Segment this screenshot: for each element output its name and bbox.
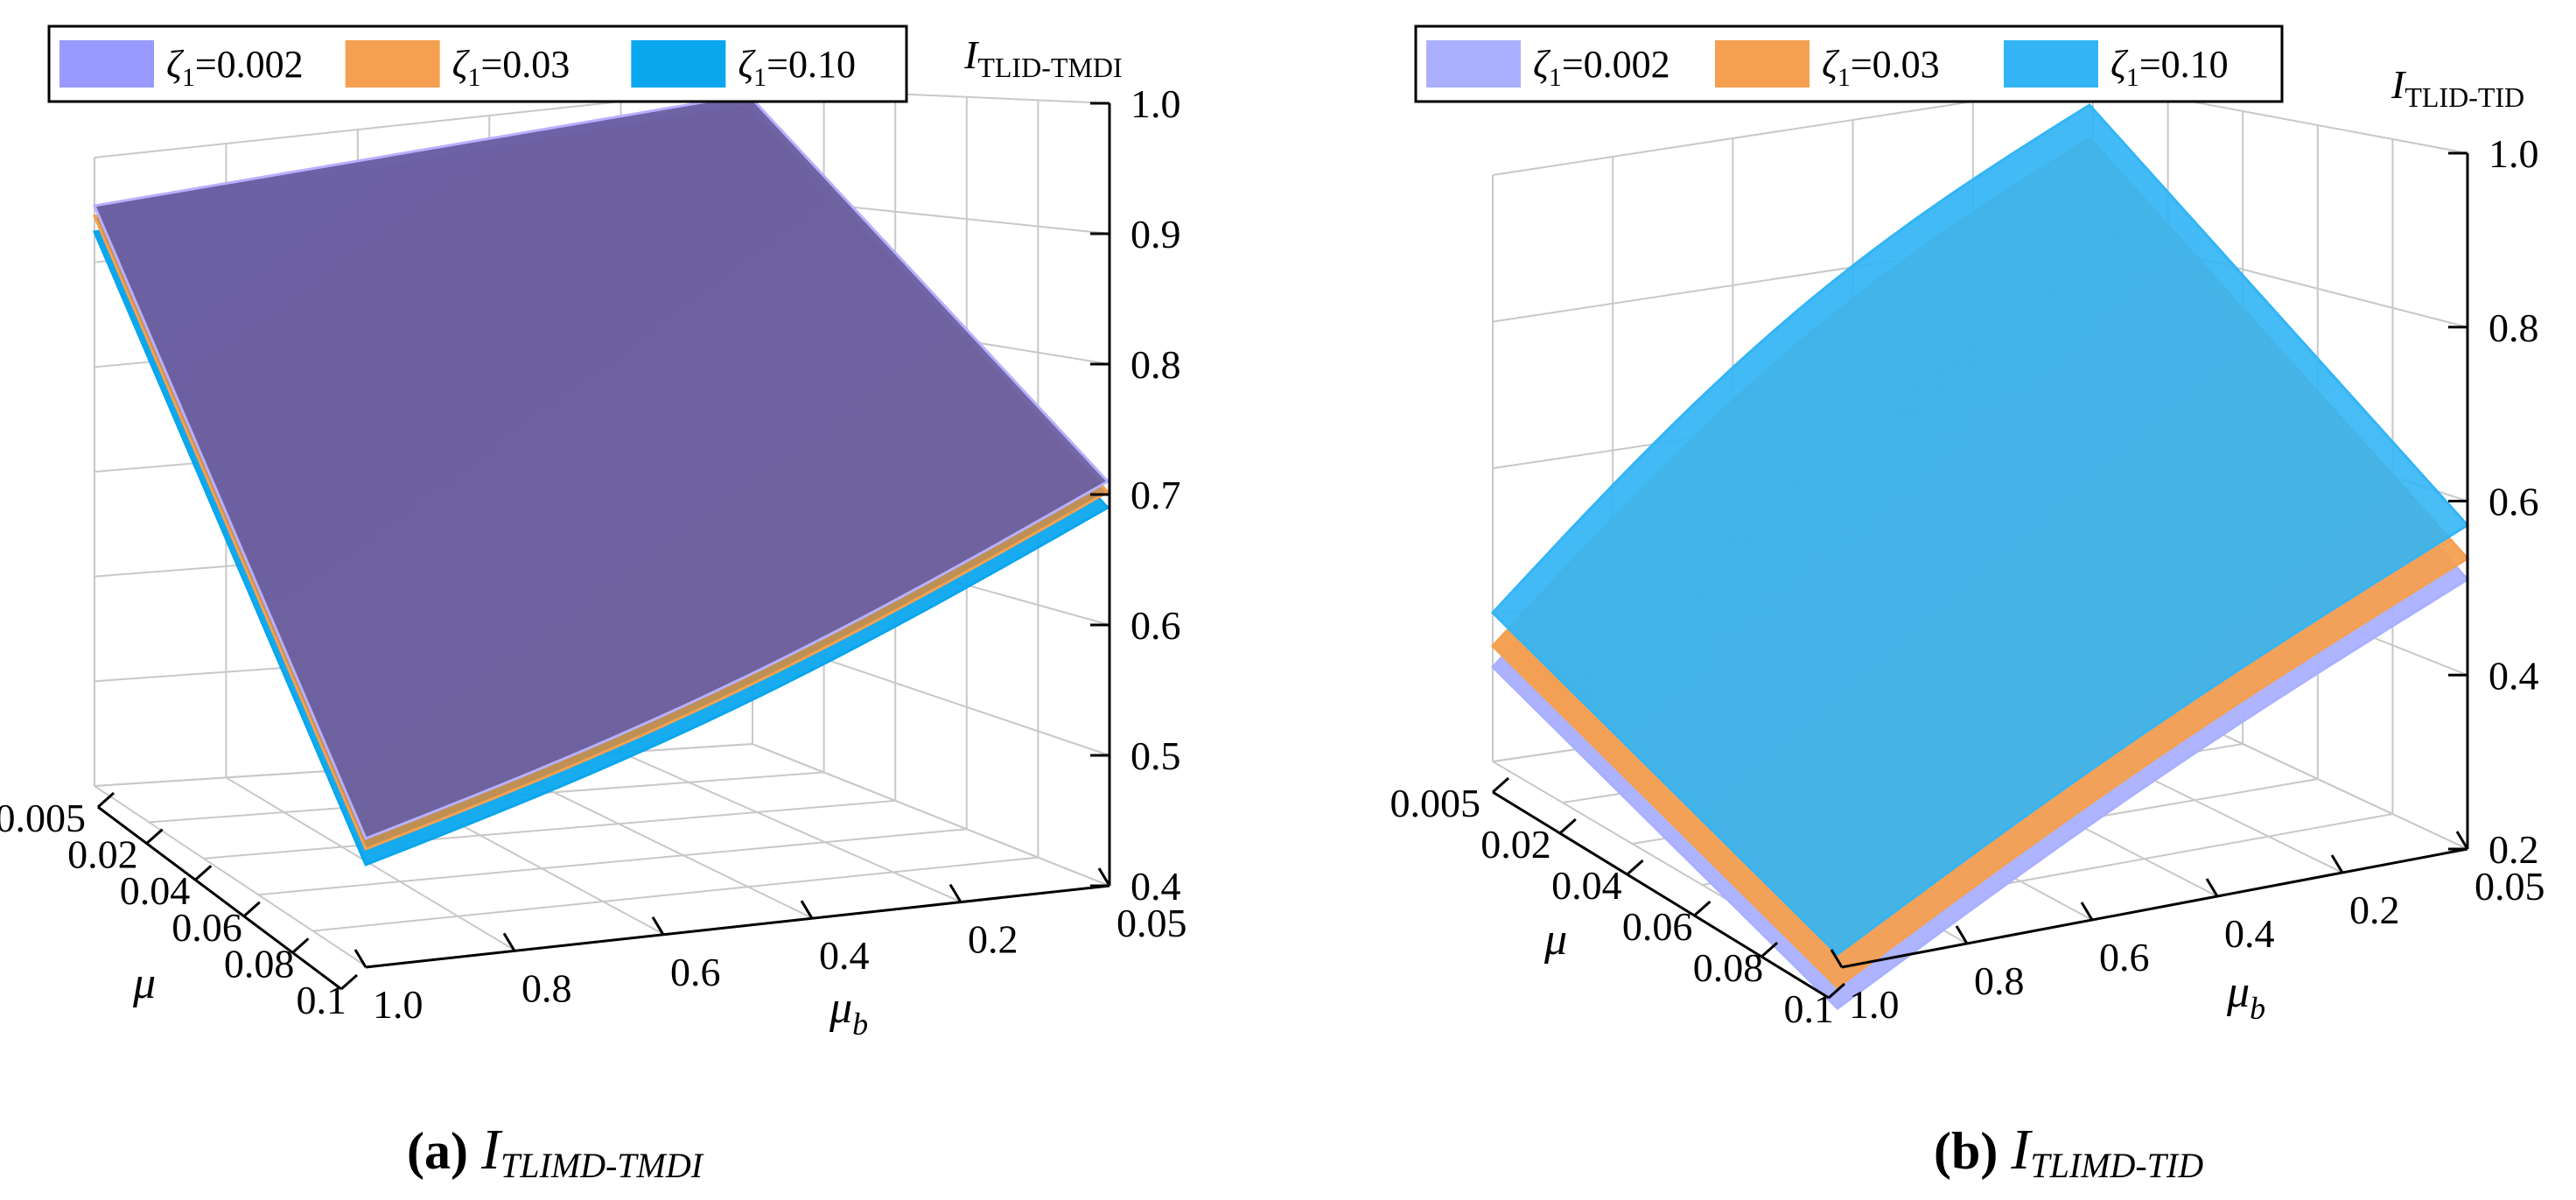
z-tick-label: 1.0: [2488, 131, 2539, 176]
mub-tick-label: 0.4: [2224, 911, 2275, 956]
mu-tick-label: 0.1: [297, 978, 347, 1022]
legend-swatch: [1715, 40, 1810, 88]
mu-tick-label: 0.04: [1551, 863, 1622, 908]
legend-swatch: [60, 40, 154, 88]
mub-axis-label: μb: [829, 983, 868, 1042]
z-tick-label: 0.8: [2488, 305, 2539, 350]
mu-tick-label: 0.06: [172, 905, 242, 950]
mu-tick-label: 0.02: [1480, 822, 1551, 867]
mub-tick-label: 1.0: [1849, 982, 1900, 1027]
mub-tick-label: 0.2: [968, 917, 1018, 962]
panel-a: 0.40.50.60.70.80.91.00.0050.020.040.060.…: [0, 25, 1187, 1185]
mu-tick-label: 0.08: [1693, 945, 1764, 990]
z-tick-label: 0.9: [1130, 212, 1181, 256]
surface-a-series-1: [92, 93, 1110, 840]
legend-a: ζ1=0.002 ζ1=0.03 ζ1=0.10: [47, 25, 908, 103]
mu-tick-label: 0.1: [1784, 986, 1835, 1031]
legend-b: ζ1=0.002 ζ1=0.03 ζ1=0.10: [1414, 25, 2284, 103]
legend-entry: ζ1=0.03: [452, 43, 570, 92]
caption-b: (b) ITLIMD-TID: [1934, 1118, 2203, 1185]
mub-tick-label: 0.4: [819, 933, 870, 978]
z-tick-label: 0.4: [1130, 864, 1181, 909]
legend-swatch: [1426, 40, 1521, 88]
z-tick-label: 1.0: [1130, 81, 1181, 126]
mub-tick-label: 0.05: [1116, 901, 1187, 945]
mub-tick-label: 1.0: [373, 982, 424, 1027]
z-tick-label: 0.5: [1130, 733, 1181, 778]
mub-tick-label: 0.2: [2349, 888, 2400, 932]
legend-entry: ζ1=0.002: [1533, 43, 1670, 92]
z-tick-label: 0.6: [2488, 480, 2539, 524]
z-axis-title: ITLID-TMDI: [963, 32, 1123, 83]
legend-entry: ζ1=0.002: [166, 43, 304, 92]
mu-tick-label: 0.005: [0, 796, 86, 840]
mu-tick-label: 0.08: [224, 941, 295, 986]
mub-tick-label: 0.05: [2474, 864, 2545, 909]
mu-tick-label: 0.06: [1622, 904, 1693, 949]
z-tick-label: 0.2: [2488, 827, 2539, 872]
legend-swatch: [2004, 40, 2098, 88]
mu-axis-label: μ: [1544, 915, 1567, 965]
mub-tick-label: 0.8: [1974, 958, 2025, 1003]
surfaces-b: [1490, 103, 2470, 1010]
mub-tick-label: 0.6: [2099, 935, 2150, 979]
legend-entry: ζ1=0.10: [738, 43, 856, 92]
z-axis-title: ITLID-TID: [2390, 62, 2524, 113]
mu-tick-label: 0.02: [67, 832, 138, 877]
caption-a: (a) ITLIMD-TMDI: [407, 1118, 704, 1185]
surfaces-a: [92, 93, 1110, 867]
mub-tick-label: 0.6: [670, 950, 721, 994]
mu-axis-label: μ: [132, 958, 156, 1008]
z-tick-label: 0.4: [2488, 653, 2539, 698]
mub-axis-label: μb: [2226, 967, 2265, 1026]
mu-tick-label: 0.005: [1390, 781, 1481, 825]
z-tick-label: 0.7: [1130, 473, 1181, 517]
mub-tick-label: 0.8: [522, 965, 572, 1010]
z-tick-label: 0.8: [1130, 342, 1181, 387]
legend-entry: ζ1=0.03: [1822, 43, 1940, 92]
legend-swatch: [631, 40, 726, 88]
z-tick-label: 0.6: [1130, 603, 1181, 648]
mu-tick-label: 0.04: [120, 868, 191, 913]
legend-entry: ζ1=0.10: [2110, 43, 2229, 92]
legend-swatch: [345, 40, 440, 88]
